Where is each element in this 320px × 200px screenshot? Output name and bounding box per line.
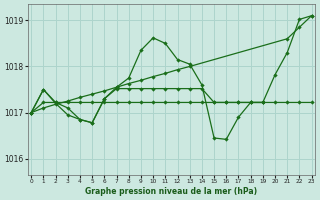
X-axis label: Graphe pression niveau de la mer (hPa): Graphe pression niveau de la mer (hPa): [85, 187, 258, 196]
